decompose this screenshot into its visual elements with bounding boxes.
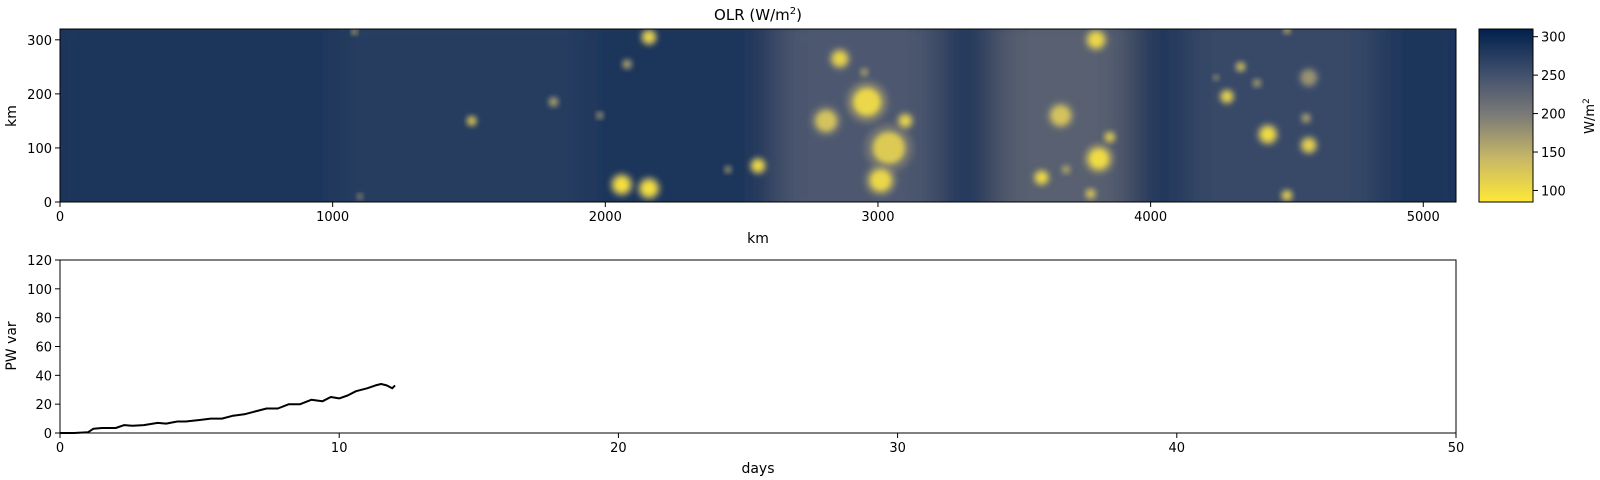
line-y-tick-label: 80 bbox=[35, 312, 52, 327]
colorbar-label: W/m2 bbox=[1582, 98, 1598, 134]
olr-heatmap-panel: OLR (W/m2) 0 1000 2000 3000 4000 5000 0 100 200… bbox=[4, 6, 1457, 247]
line-y-tick-label: 0 bbox=[44, 427, 52, 442]
line-y-label: PW var bbox=[4, 321, 20, 371]
convective-cell bbox=[852, 87, 882, 117]
heatmap-x-tick-label: 4000 bbox=[1134, 210, 1167, 225]
colorbar: 100 150 200 250 300 W/m2 bbox=[1478, 28, 1598, 203]
colorbar-label-text: W/m bbox=[1583, 104, 1598, 134]
heatmap-field bbox=[60, 29, 1456, 202]
colorbar-tick-label: 300 bbox=[1541, 31, 1566, 46]
convective-cell bbox=[1284, 29, 1290, 33]
heatmap-x-tick-label: 3000 bbox=[861, 210, 894, 225]
heatmap-x-axis: 0 1000 2000 3000 4000 5000 bbox=[56, 202, 1440, 225]
heatmap-frame bbox=[59, 28, 1457, 203]
convective-cell bbox=[642, 31, 655, 44]
convective-cell bbox=[861, 68, 868, 76]
heatmap-band bbox=[339, 29, 626, 202]
line-x-tick-label: 0 bbox=[56, 441, 64, 456]
convective-cell bbox=[467, 117, 476, 125]
convective-cell bbox=[899, 114, 912, 127]
convective-cell bbox=[597, 112, 603, 119]
colorbar-gradient bbox=[1478, 28, 1534, 203]
line-x-tick-label: 30 bbox=[889, 441, 906, 456]
convective-cell bbox=[357, 194, 363, 199]
line-frame bbox=[59, 259, 1457, 434]
colorbar-ticks: 100 150 200 250 300 bbox=[1533, 31, 1566, 199]
line-x-tick-label: 50 bbox=[1448, 441, 1465, 456]
convective-cell bbox=[1236, 63, 1245, 71]
colorbar-tick-label: 150 bbox=[1541, 146, 1566, 161]
line-y-tick-label: 120 bbox=[27, 254, 52, 269]
convective-cell bbox=[1282, 191, 1292, 200]
convective-cell bbox=[1260, 126, 1276, 143]
colorbar-tick-label: 250 bbox=[1541, 69, 1566, 84]
heatmap-x-tick-label: 5000 bbox=[1407, 210, 1440, 225]
pw-var-line-area bbox=[60, 383, 396, 434]
heatmap-y-label: km bbox=[4, 105, 20, 127]
pw-var-series-line bbox=[60, 383, 396, 434]
convective-cell bbox=[832, 51, 848, 67]
convective-cell bbox=[815, 110, 838, 132]
line-x-label: days bbox=[741, 461, 774, 477]
convective-cell bbox=[1302, 138, 1316, 152]
convective-cell bbox=[352, 29, 357, 34]
convective-cell bbox=[1213, 75, 1219, 80]
line-y-tick-label: 40 bbox=[35, 369, 52, 384]
convective-cell bbox=[869, 169, 892, 192]
line-x-tick-label: 20 bbox=[610, 441, 627, 456]
pw-var-panel: 0 10 20 30 40 50 0 20 40 60 80 100 120 days PW var bbox=[4, 254, 1464, 477]
convective-cell bbox=[1300, 69, 1317, 86]
heatmap-band bbox=[60, 29, 380, 202]
heatmap-x-tick-label: 2000 bbox=[589, 210, 622, 225]
line-x-tick-label: 40 bbox=[1169, 441, 1186, 456]
convective-cell bbox=[1087, 31, 1105, 48]
convective-cell bbox=[1302, 114, 1310, 123]
convective-cell bbox=[549, 98, 558, 106]
heatmap-y-tick-label: 100 bbox=[27, 142, 52, 157]
heatmap-y-axis: 0 100 200 300 bbox=[27, 34, 60, 211]
heatmap-title: OLR (W/m2) bbox=[714, 6, 802, 24]
convective-cell bbox=[1105, 132, 1115, 142]
convective-cell bbox=[613, 176, 630, 193]
convective-cell bbox=[623, 60, 631, 68]
colorbar-tick-label: 100 bbox=[1541, 184, 1566, 199]
heatmap-x-tick-label: 0 bbox=[56, 210, 64, 225]
convective-cell bbox=[1088, 148, 1110, 170]
convective-cell bbox=[1050, 105, 1072, 126]
heatmap-y-tick-label: 0 bbox=[44, 196, 52, 211]
heatmap-title-sup: 2 bbox=[790, 6, 796, 17]
heatmap-x-tick-label: 1000 bbox=[316, 210, 349, 225]
convective-cell bbox=[640, 180, 658, 197]
line-x-tick-label: 10 bbox=[331, 441, 348, 456]
line-y-tick-label: 100 bbox=[27, 283, 52, 298]
line-y-axis: 0 20 40 60 80 100 120 bbox=[27, 254, 60, 442]
heatmap-y-tick-label: 300 bbox=[27, 34, 52, 49]
convective-cell bbox=[1035, 171, 1048, 184]
line-y-tick-label: 20 bbox=[35, 398, 52, 413]
convective-cell bbox=[725, 166, 731, 173]
convective-cell bbox=[1086, 189, 1096, 199]
heatmap-y-tick-label: 200 bbox=[27, 88, 52, 103]
colorbar-tick-label: 200 bbox=[1541, 108, 1566, 123]
convective-cell bbox=[872, 131, 906, 165]
heatmap-title-text: OLR (W/m bbox=[714, 6, 790, 24]
heatmap-band bbox=[1376, 29, 1456, 202]
line-x-axis: 0 10 20 30 40 50 bbox=[56, 433, 1464, 456]
convective-cell bbox=[1253, 79, 1261, 87]
heatmap-title-end: ) bbox=[796, 6, 802, 24]
convective-cell bbox=[1221, 91, 1233, 103]
heatmap-x-label: km bbox=[747, 231, 769, 247]
convective-cell bbox=[1062, 165, 1070, 174]
convective-cell bbox=[752, 159, 764, 172]
line-y-tick-label: 60 bbox=[35, 341, 52, 356]
colorbar-label-sup: 2 bbox=[1582, 98, 1592, 104]
